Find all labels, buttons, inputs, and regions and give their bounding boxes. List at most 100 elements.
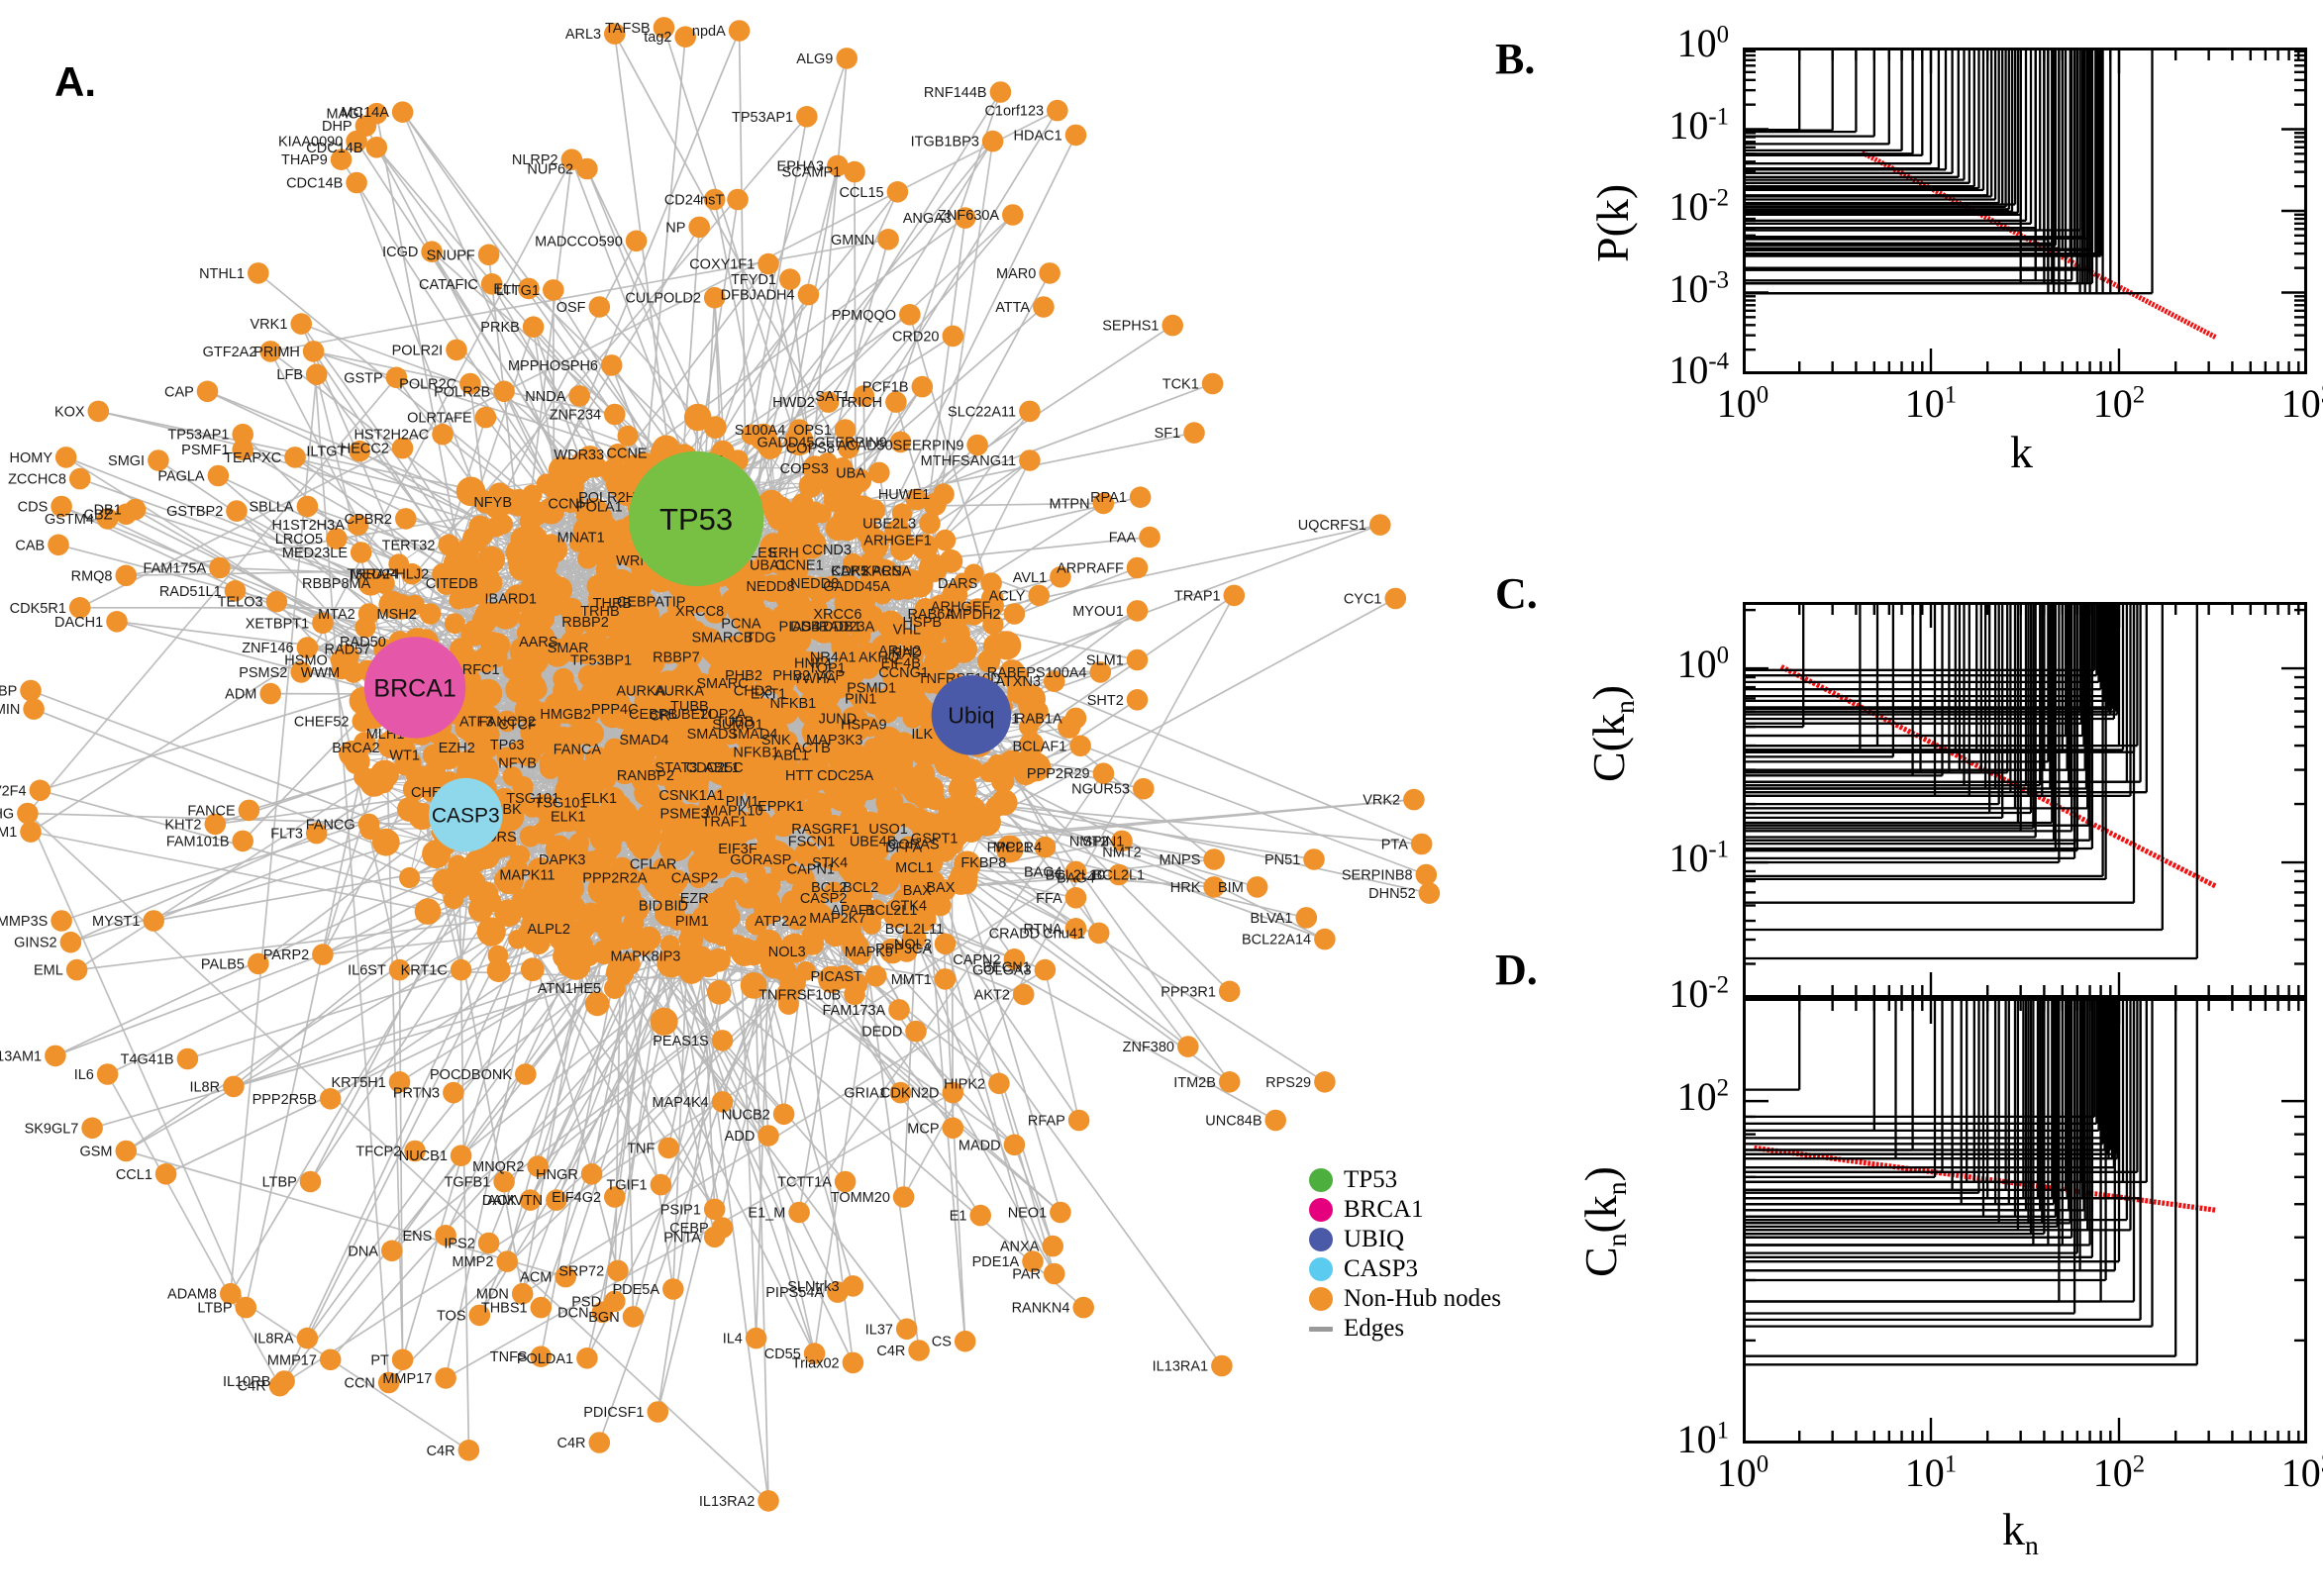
network-node [857, 656, 880, 679]
network-node-label: RBBP7 [653, 649, 700, 665]
hub-node-brca1[interactable]: BRCA1 [363, 637, 466, 739]
network-node [617, 951, 641, 976]
network-node-label: EIF4G2 [552, 1190, 601, 1206]
network-node [354, 115, 377, 137]
network-node [861, 914, 882, 935]
network-node-label: NGUR53 [1071, 782, 1130, 798]
network-node [581, 696, 604, 719]
network-node-label: AVL1 [1013, 570, 1047, 586]
network-node [480, 273, 503, 295]
network-node-label: RANBP2 [617, 768, 674, 784]
network-node [562, 787, 584, 809]
network-node [473, 678, 503, 708]
network-node-label: SEPHS1 [1102, 319, 1159, 335]
network-node-label: USO1 [868, 822, 908, 838]
network-graph-svg: TP53WRNRBL2CDK7POLR2HMNAT1CCNHPOLA1CABLE… [0, 17, 1441, 1512]
data-point [1743, 602, 2086, 771]
network-node-label: TERT32 [382, 538, 436, 553]
network-node [319, 1348, 342, 1371]
network-node-label: CS [932, 1335, 952, 1350]
data-point [1743, 48, 2091, 250]
network-node-label: MMP17 [267, 1352, 317, 1368]
network-node [733, 696, 762, 726]
network-node-label: ENS [402, 1229, 432, 1245]
legend-item-casp3: CASP3 [1309, 1254, 1477, 1284]
network-node-label: ATXN3 [995, 674, 1041, 690]
network-node [707, 979, 732, 1005]
data-point [1743, 48, 1948, 171]
network-node [823, 881, 845, 903]
network-node-label: tag2 [644, 30, 671, 46]
data-point [1743, 998, 2056, 1206]
network-node [1223, 584, 1246, 607]
network-node-label: MSH2 [377, 607, 417, 623]
network-node-label: VRK2 [1363, 793, 1400, 809]
network-node [805, 619, 827, 641]
network-node-label: ITM2B [1173, 1075, 1216, 1091]
network-node-label: DFBJADH4 [721, 288, 795, 304]
network-node [259, 341, 282, 362]
network-node-label: FANCG [306, 817, 355, 833]
network-node [509, 555, 534, 581]
network-node [509, 845, 531, 866]
network-node-label: CD24 [664, 193, 701, 209]
network-node [807, 720, 835, 748]
hub-node-casp3[interactable]: CASP3 [429, 777, 503, 852]
network-node [942, 325, 964, 348]
network-node [299, 1170, 322, 1193]
network-node-label: FAM175A [144, 561, 207, 577]
network-node [494, 899, 523, 928]
legend-item-ubiq: UBIQ [1309, 1225, 1477, 1254]
network-node-label: IL8R [189, 1079, 220, 1095]
network-node-label: CDS [18, 500, 49, 516]
network-node [611, 757, 639, 785]
data-point [1743, 48, 2033, 225]
network-node [703, 286, 726, 309]
hub-node-tp53[interactable]: TP53 [628, 450, 764, 587]
network-node-label: YWHA [793, 671, 837, 687]
network-node [745, 1327, 767, 1349]
network-node-label: BCL2L1 [1093, 868, 1145, 884]
network-node [905, 488, 928, 511]
network-node-label: EIF4B [881, 656, 921, 672]
network-node [1072, 1296, 1094, 1319]
network-node [998, 749, 1026, 778]
network-node-label: RBBP2 [561, 615, 609, 631]
network-node [477, 1232, 500, 1254]
network-node [1264, 1109, 1286, 1132]
network-node-label: MAPK10 [706, 803, 762, 819]
network-node [690, 740, 717, 766]
network-node [1002, 204, 1024, 226]
network-node-label: C4R [556, 1436, 585, 1451]
network-node-label: PT [370, 1352, 389, 1368]
network-node [450, 1145, 472, 1166]
network-node-label: TFCP2 [355, 1145, 401, 1160]
network-node-label: S100A4 [735, 423, 786, 439]
network-node-label: PCF1B [862, 380, 909, 396]
network-node [1003, 603, 1026, 625]
data-point [1743, 48, 1960, 178]
network-node-label: TOP1 [808, 660, 846, 676]
network-node [224, 580, 247, 602]
network-node-label: AURKA [655, 684, 704, 700]
data-point [1743, 998, 2073, 1239]
network-node-label: IMPDH2 [947, 607, 1001, 623]
network-node-label: MNPS [1159, 852, 1200, 868]
network-node-label: RBBP8MA [302, 576, 371, 592]
network-node [296, 637, 319, 658]
network-node-label: MAP2K7 [809, 911, 865, 927]
network-node [703, 600, 728, 624]
network-node [895, 1318, 918, 1341]
network-node [1064, 918, 1087, 940]
network-node [678, 958, 705, 984]
panel-c-label: C. [1495, 569, 1538, 618]
network-node-label: FKBP8 [960, 855, 1006, 871]
network-node [736, 629, 764, 657]
hub-node-ubiq[interactable]: Ubiq [931, 675, 1012, 755]
network-node [349, 440, 371, 462]
panel-c-data-svg [1743, 602, 2307, 998]
network-node [845, 608, 875, 638]
network-node [530, 1296, 553, 1319]
network-node-label: TUBB [716, 715, 755, 731]
network-node [791, 493, 814, 516]
